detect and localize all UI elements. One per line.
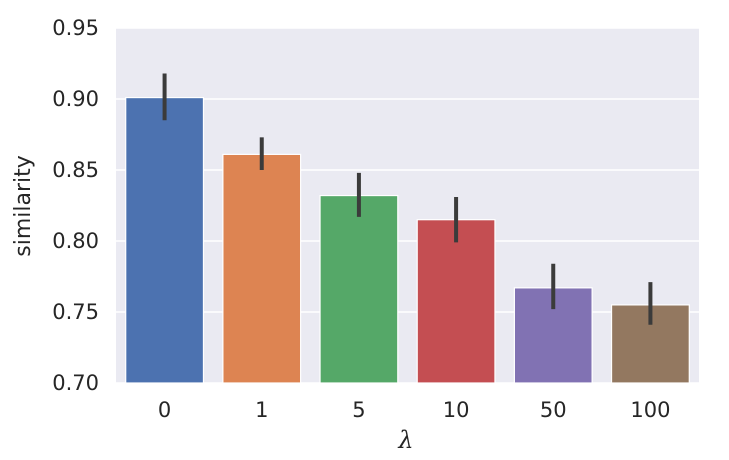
y-axis-label: similarity <box>11 155 36 257</box>
y-tick-label: 0.80 <box>52 229 99 253</box>
bar-10 <box>416 219 496 384</box>
x-axis-ticks: 0 1 5 10 50 100 <box>158 398 671 422</box>
bars <box>125 96 690 384</box>
y-axis-ticks: 0.70 0.75 0.80 0.85 0.90 0.95 <box>52 16 99 395</box>
x-tick-label: 100 <box>630 398 670 422</box>
y-tick-label: 0.95 <box>52 16 99 40</box>
y-tick-label: 0.70 <box>52 371 99 395</box>
error-bars <box>162 73 653 325</box>
plot-area <box>116 28 699 383</box>
x-tick-label: 50 <box>540 398 567 422</box>
y-tick-label: 0.85 <box>52 158 99 182</box>
bar-1 <box>222 153 302 384</box>
bar-0 <box>125 96 205 384</box>
x-axis-label: λ <box>397 426 413 454</box>
x-tick-label: 1 <box>255 398 268 422</box>
y-tick-label: 0.90 <box>52 87 99 111</box>
bar-5 <box>319 194 399 384</box>
x-tick-label: 0 <box>158 398 171 422</box>
x-tick-label: 5 <box>352 398 365 422</box>
y-tick-label: 0.75 <box>52 300 99 324</box>
gridlines <box>116 27 699 384</box>
x-tick-label: 10 <box>443 398 470 422</box>
